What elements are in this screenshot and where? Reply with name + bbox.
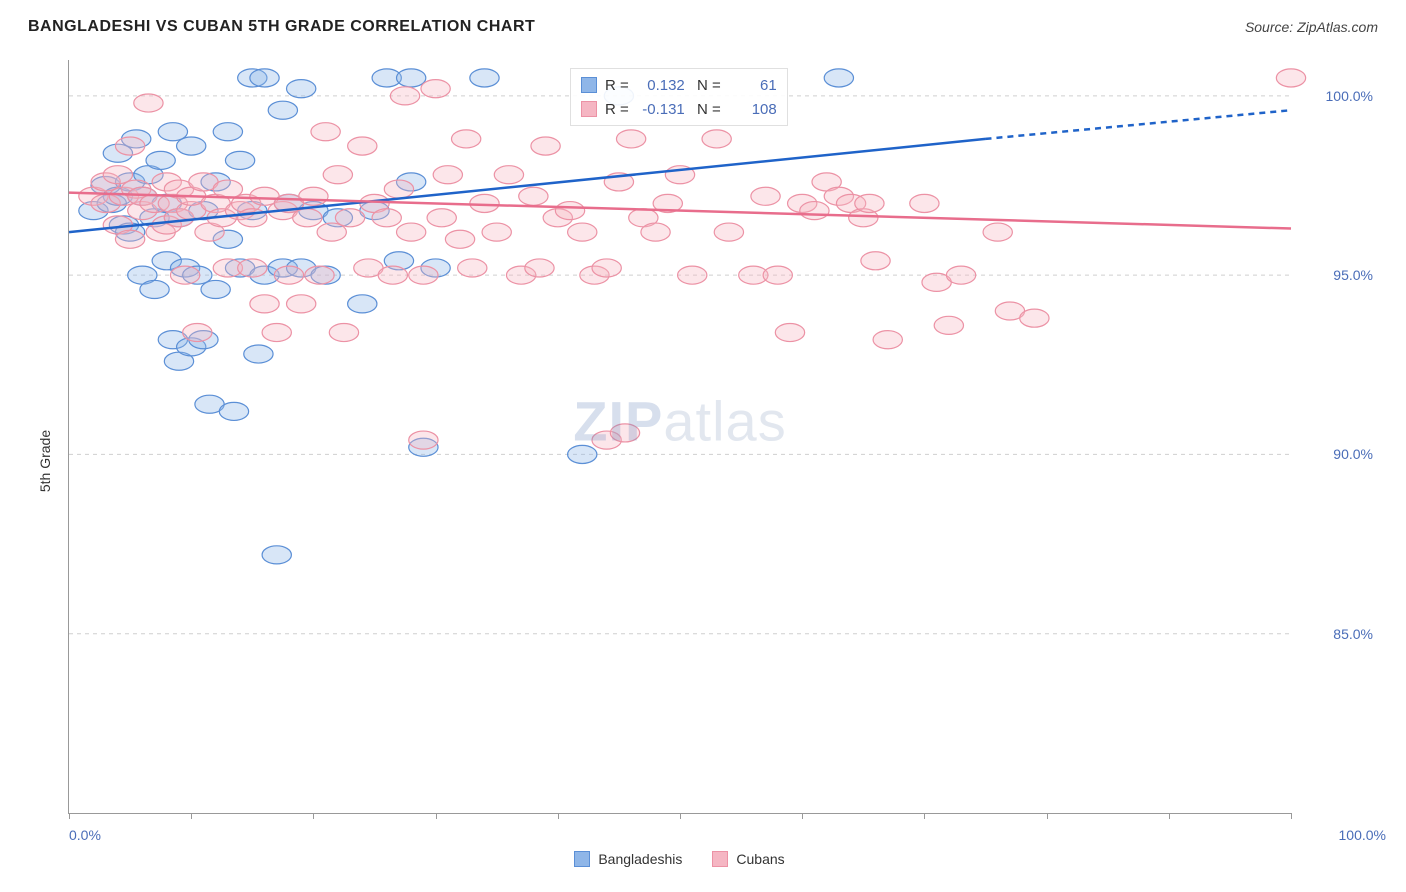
x-tick-mark	[1291, 813, 1292, 819]
x-tick-0: 0.0%	[69, 827, 101, 843]
x-tick-mark	[558, 813, 559, 819]
source-label: Source: ZipAtlas.com	[1245, 19, 1378, 35]
bottom-legend: Bangladeshis Cubans	[68, 846, 1291, 872]
stats-row-cubans: R =-0.131 N =108	[581, 97, 777, 121]
x-tick-mark	[436, 813, 437, 819]
y-tick-label: 90.0%	[1303, 446, 1373, 462]
x-tick-mark	[924, 813, 925, 819]
x-tick-100: 100.0%	[1296, 827, 1386, 843]
swatch-blue-icon	[581, 77, 597, 93]
x-tick-mark	[1169, 813, 1170, 819]
y-tick-label: 100.0%	[1303, 88, 1373, 104]
y-axis-label: 5th Grade	[37, 430, 53, 492]
legend-item-bangladeshis: Bangladeshis	[574, 851, 682, 867]
swatch-pink-icon	[712, 851, 728, 867]
x-tick-mark	[680, 813, 681, 819]
x-tick-mark	[1047, 813, 1048, 819]
x-tick-mark	[69, 813, 70, 819]
chart-container: 5th Grade ZIPatlas R =0.132 N =61 R =-0.…	[20, 50, 1386, 872]
stats-legend: R =0.132 N =61 R =-0.131 N =108	[570, 68, 788, 126]
x-tick-mark	[191, 813, 192, 819]
swatch-pink-icon	[581, 101, 597, 117]
plot-area: ZIPatlas R =0.132 N =61 R =-0.131 N =108…	[68, 60, 1291, 814]
swatch-blue-icon	[574, 851, 590, 867]
y-tick-label: 95.0%	[1303, 267, 1373, 283]
chart-title: BANGLADESHI VS CUBAN 5TH GRADE CORRELATI…	[28, 18, 535, 36]
x-tick-mark	[313, 813, 314, 819]
x-tick-mark	[802, 813, 803, 819]
y-tick-label: 85.0%	[1303, 626, 1373, 642]
stats-row-bangladeshis: R =0.132 N =61	[581, 73, 777, 97]
legend-item-cubans: Cubans	[712, 851, 784, 867]
